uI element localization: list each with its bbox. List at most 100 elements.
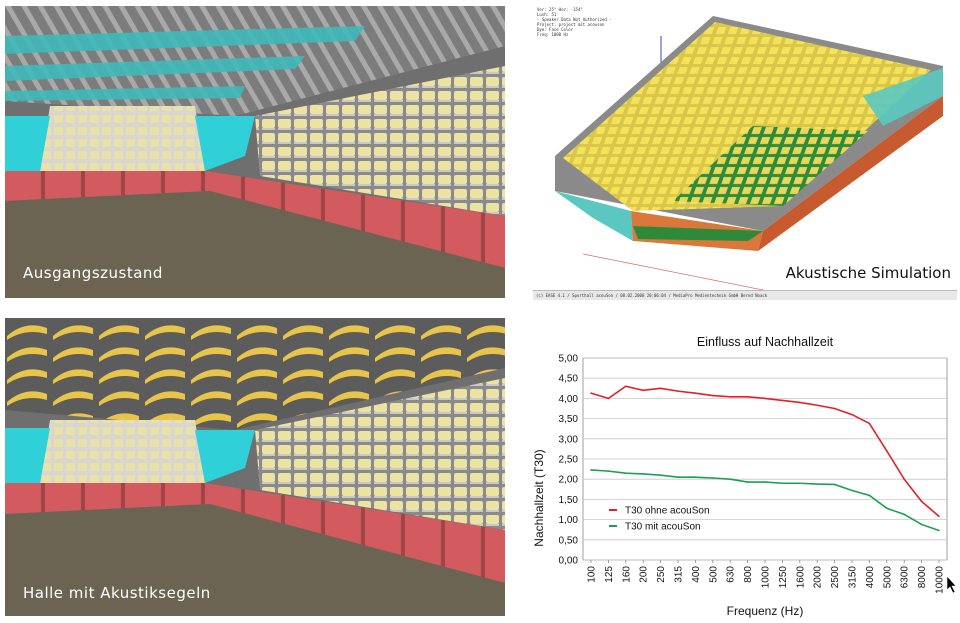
- reverb-chart-panel: Einfluss auf Nachhallzeit 0,00 0,50 1,00 1,…: [533, 328, 957, 620]
- y-tick-label: 2,00: [559, 475, 579, 486]
- data-point: [607, 397, 610, 400]
- data-point: [833, 407, 836, 410]
- acoustic-simulation: Ver: 25° Hor: -154° Lush: 51 - Speaker D…: [533, 6, 957, 300]
- hall-sails-render-image: [5, 318, 505, 616]
- x-tick-label: 3150: [848, 566, 859, 589]
- x-tick-label: 1000: [761, 566, 772, 589]
- data-point: [868, 422, 871, 425]
- x-tick-label: 160: [621, 566, 632, 583]
- data-point: [625, 472, 627, 474]
- data-point: [607, 470, 610, 472]
- y-tick-label: 0,50: [559, 535, 579, 546]
- y-tick-label: 5,00: [559, 354, 579, 365]
- data-point: [781, 399, 784, 402]
- data-point: [729, 478, 731, 480]
- data-point: [746, 481, 749, 483]
- y-tick-label: 2,50: [559, 455, 579, 466]
- data-point: [799, 401, 801, 404]
- data-point: [938, 529, 940, 532]
- caption-original: Ausgangszustand: [23, 264, 163, 282]
- legend-label: T30 ohne acouSon: [625, 506, 710, 517]
- x-tick-label: 400: [691, 566, 702, 583]
- y-tick-label: 1,50: [559, 495, 579, 506]
- data-point: [868, 494, 871, 497]
- x-tick-label: 630: [726, 566, 737, 583]
- render-hall-with-sails: Halle mit Akustiksegeln: [5, 318, 505, 616]
- data-point: [764, 397, 766, 400]
- data-point: [851, 413, 853, 416]
- x-tick-label: 5000: [882, 566, 893, 589]
- data-point: [781, 482, 784, 485]
- x-tick-label: 100: [587, 566, 598, 583]
- sim-meta-line: Lush: 51: [537, 12, 557, 17]
- sim-meta-line: Ver: 25° Hor: -154°: [537, 7, 583, 12]
- x-tick-label: 125: [604, 566, 615, 583]
- legend-label: T30 mit acouSon: [625, 522, 701, 533]
- x-tick-label: 800: [743, 566, 754, 583]
- simulation-model-image: [555, 16, 943, 295]
- simulation-footer: (c) EASE 4.1 / Sporthall acouSon / 08.02…: [533, 290, 957, 300]
- x-tick-label: 2000: [813, 566, 824, 589]
- chart-series: [590, 385, 940, 532]
- x-tick-label: 10000: [935, 566, 946, 594]
- data-point: [677, 390, 679, 392]
- x-tick-label: 8000: [917, 566, 928, 589]
- x-tick-label: 1600: [795, 566, 806, 589]
- data-point: [712, 477, 714, 479]
- data-point: [694, 392, 697, 394]
- x-axis-label: Frequenz (Hz): [727, 604, 804, 618]
- mouse-cursor-icon: [946, 575, 957, 594]
- x-tick-label: 500: [708, 566, 719, 583]
- chart-title: Einfluss auf Nachhallzeit: [697, 335, 834, 349]
- data-point: [659, 474, 662, 476]
- x-tick-label: 2500: [830, 566, 841, 589]
- data-point: [729, 395, 731, 398]
- data-point: [920, 500, 923, 503]
- data-point: [851, 489, 853, 492]
- sim-meta-line: - Speaker Data Not Authorized -: [537, 17, 612, 22]
- y-axis-ticks: 0,00 0,50 1,00 1,50 2,00 2,50 3,00 3,50 4,00 4,50…: [559, 354, 579, 567]
- simulation-meta: Ver: 25° Hor: -154° Lush: 51 - Speaker D…: [537, 7, 612, 37]
- y-tick-label: 1,00: [559, 515, 579, 526]
- sim-meta-line: Project: project mit acouson: [537, 22, 605, 27]
- reverb-chart: Einfluss auf Nachhallzeit 0,00 0,50 1,00 1,…: [533, 335, 957, 618]
- data-point: [642, 389, 644, 392]
- data-point: [886, 450, 888, 452]
- x-tick-label: 250: [656, 566, 667, 583]
- data-point: [903, 513, 905, 516]
- data-point: [938, 515, 940, 518]
- y-tick-label: 4,00: [559, 394, 579, 405]
- data-point: [677, 476, 679, 478]
- data-point: [712, 394, 714, 397]
- data-point: [764, 481, 766, 483]
- data-point: [590, 469, 592, 471]
- caption-with-sails: Halle mit Akustiksegeln: [23, 584, 211, 602]
- data-point: [625, 385, 627, 388]
- x-tick-label: 1250: [778, 566, 789, 589]
- data-point: [746, 395, 749, 398]
- data-point: [816, 483, 818, 485]
- y-tick-label: 3,50: [559, 414, 579, 425]
- x-axis-ticks: 100 125 160 200 250 315 400 500 630 800 1000 1250 16…: [587, 560, 946, 594]
- x-tick-label: 200: [639, 566, 650, 583]
- data-point: [590, 392, 592, 394]
- y-tick-label: 4,50: [559, 374, 579, 385]
- data-point: [886, 507, 888, 510]
- x-tick-label: 6300: [900, 566, 911, 589]
- y-axis-label: Nachhallzeit (T30): [533, 449, 546, 546]
- hall-render-image: [5, 6, 505, 298]
- data-point: [659, 387, 662, 390]
- sim-meta-line: Freq: 1000 Hz: [537, 32, 569, 37]
- data-point: [903, 478, 905, 480]
- data-point: [799, 482, 801, 485]
- x-tick-label: 4000: [865, 566, 876, 589]
- data-point: [694, 476, 697, 478]
- data-point: [642, 473, 644, 475]
- chart-legend: T30 ohne acouSon T30 mit acouSon: [609, 506, 710, 533]
- y-tick-label: 0,00: [559, 556, 579, 567]
- data-point: [816, 404, 818, 407]
- render-original-hall: Ausgangszustand: [5, 6, 505, 298]
- caption-simulation: Akustische Simulation: [785, 264, 951, 282]
- chart-grid: [582, 357, 948, 561]
- x-tick-label: 315: [674, 566, 685, 583]
